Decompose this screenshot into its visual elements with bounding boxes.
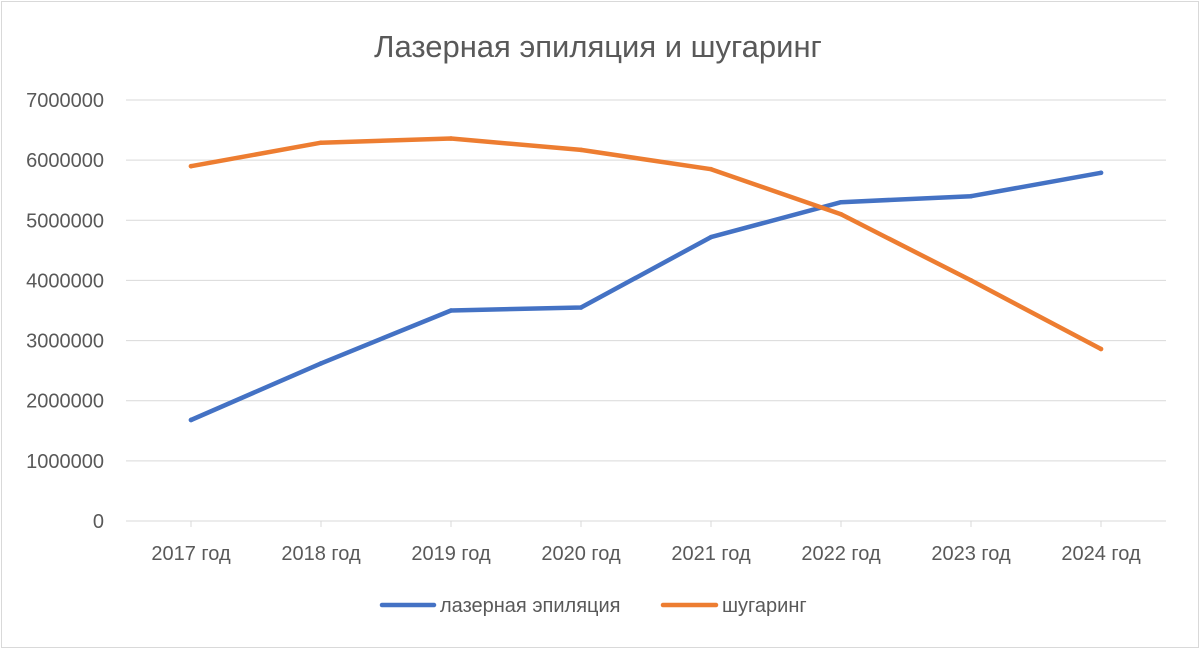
data-point [1098, 170, 1104, 176]
y-tick-label: 6000000 [26, 150, 104, 172]
data-point [188, 417, 194, 423]
y-tick-label: 4000000 [26, 270, 104, 292]
x-tick-label: 2018 год [281, 543, 361, 565]
y-axis-ticks: 0 1000000 2000000 3000000 4000000 5000000 6000… [26, 90, 104, 533]
x-tick-label: 2024 год [1061, 543, 1141, 565]
data-point [448, 136, 454, 141]
chart-title: Лазерная эпиляция и шугаринг [374, 29, 822, 64]
data-point [318, 361, 324, 366]
gridlines [126, 99, 1166, 462]
legend-item: лазерная эпиляция [379, 595, 620, 617]
series-lines [188, 136, 1104, 423]
legend-item: шугаринг [660, 595, 807, 617]
x-tick-label: 2020 год [541, 543, 621, 565]
y-tick-label: 5000000 [26, 210, 104, 232]
series-line-sugaring [188, 136, 1104, 352]
data-point [188, 163, 194, 169]
y-tick-label: 1000000 [26, 451, 104, 473]
data-point [968, 193, 974, 199]
legend-label: шугаринг [722, 595, 807, 617]
data-point [838, 199, 844, 205]
data-point [968, 278, 974, 283]
x-tick-label: 2022 год [801, 543, 881, 565]
x-axis-ticks: 2017 год 2018 год 2019 год 2020 год 2021 год… [151, 521, 1141, 565]
x-tick-label: 2017 год [151, 543, 231, 565]
y-tick-label: 2000000 [26, 391, 104, 413]
data-point [578, 305, 584, 310]
data-point [1098, 346, 1104, 352]
data-point [578, 147, 584, 153]
data-point [708, 234, 714, 240]
x-tick-label: 2023 год [931, 543, 1011, 565]
data-point [838, 211, 844, 217]
legend: лазерная эпиляция шугаринг [379, 595, 807, 617]
legend-label: лазерная эпиляция [440, 595, 620, 617]
x-tick-label: 2019 год [411, 543, 491, 565]
data-point [708, 166, 714, 172]
series-line-laser [188, 170, 1104, 423]
x-tick-label: 2021 год [671, 543, 751, 565]
data-point [318, 140, 324, 146]
y-tick-label: 0 [93, 511, 104, 533]
y-tick-label: 3000000 [26, 331, 104, 353]
y-tick-label: 7000000 [26, 90, 104, 112]
data-point [448, 308, 454, 313]
